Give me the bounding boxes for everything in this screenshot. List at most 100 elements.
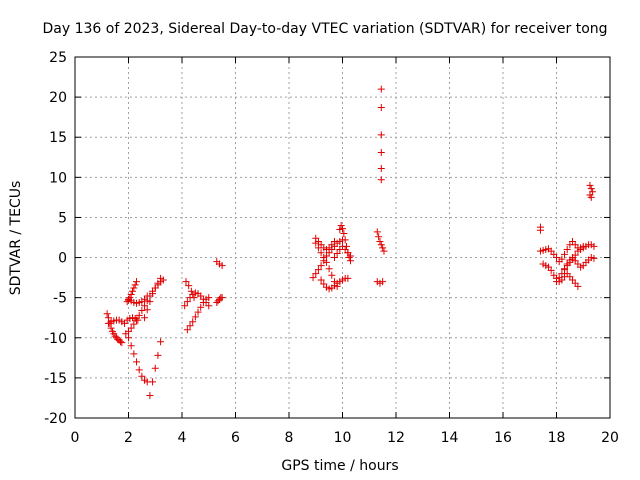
data-point: [380, 247, 388, 255]
data-point: [182, 278, 190, 286]
x-axis-label: GPS time / hours: [281, 458, 398, 474]
plot-frame: [74, 56, 611, 419]
data-point: [133, 278, 141, 286]
data-point: [127, 342, 135, 350]
x-tick-label: 14: [441, 430, 459, 446]
data-point: [314, 266, 322, 274]
data-point: [157, 338, 165, 346]
data-point: [312, 270, 320, 278]
data-point: [205, 294, 213, 302]
data-point: [590, 254, 598, 262]
data-point: [586, 181, 594, 189]
data-point: [322, 258, 330, 266]
data-point: [149, 290, 157, 298]
data-point: [558, 255, 566, 263]
data-point: [127, 290, 135, 298]
data-point: [141, 314, 149, 322]
data-point: [536, 226, 544, 234]
data-point: [347, 252, 355, 260]
data-point: [377, 85, 385, 93]
x-tick-label: 10: [334, 430, 352, 446]
data-point: [130, 350, 138, 358]
data-point: [574, 282, 582, 290]
series-track-8: [141, 274, 165, 322]
x-tick-label: 20: [601, 430, 619, 446]
data-point: [118, 339, 126, 347]
data-point: [325, 265, 333, 273]
data-point: [103, 310, 111, 318]
data-point: [218, 262, 226, 270]
data-point: [138, 372, 146, 380]
series-track-7: [146, 338, 165, 400]
data-point: [569, 255, 577, 263]
series-track-1b: [104, 316, 128, 327]
data-point: [330, 238, 338, 246]
data-point: [345, 254, 353, 262]
data-point: [141, 302, 149, 310]
data-point: [135, 366, 143, 374]
data-point: [134, 316, 142, 324]
data-point: [377, 176, 385, 184]
data-point: [373, 228, 381, 236]
data-point: [189, 318, 197, 326]
y-tick-label: 20: [49, 90, 67, 106]
data-point: [129, 287, 137, 295]
series-track-15: [317, 274, 352, 293]
data-point: [377, 165, 385, 173]
data-point: [190, 294, 198, 302]
data-point: [183, 326, 191, 334]
series-track-10: [181, 289, 213, 310]
data-point: [149, 378, 157, 386]
series-track-12: [213, 258, 226, 306]
data-point: [143, 306, 151, 314]
series-track-16: [312, 234, 338, 254]
data-point: [157, 274, 165, 282]
x-tick-labels: 0 2 4 6 8 10 12 14 16 18 20: [71, 430, 619, 446]
series-track-1a: [103, 310, 126, 347]
data-point: [377, 148, 385, 156]
data-point: [377, 131, 385, 139]
series-track-19: [373, 228, 388, 287]
data-point: [183, 298, 191, 306]
data-point: [317, 276, 325, 284]
data-point: [547, 266, 555, 274]
x-tick-label: 16: [494, 430, 512, 446]
data-point: [337, 221, 345, 229]
series-track-17: [336, 221, 355, 265]
y-tick-label: -10: [44, 331, 67, 347]
data-point: [154, 279, 162, 287]
data-point: [333, 250, 341, 258]
data-point: [186, 322, 194, 330]
series-track-5: [123, 314, 142, 324]
data-point: [218, 294, 226, 302]
series-track-18: [330, 242, 355, 262]
data-point: [185, 282, 193, 290]
data-point: [130, 320, 138, 328]
y-tick-labels: -20 -15 -10 -5 0 5 10 15 20 25: [44, 50, 67, 427]
data-point: [339, 225, 346, 233]
y-tick-label: -5: [53, 291, 67, 307]
series-track-21: [536, 223, 544, 234]
data-point: [344, 274, 352, 282]
y-tick-label: 15: [49, 130, 67, 146]
data-point: [553, 278, 560, 286]
x-tick-label: 0: [71, 430, 80, 446]
series-track-11: [182, 278, 198, 302]
data-point: [587, 193, 595, 201]
data-point: [379, 278, 387, 286]
series-track-6: [125, 334, 151, 386]
y-tick-label: -20: [44, 411, 67, 427]
data-point: [197, 303, 205, 311]
data-point: [379, 244, 387, 252]
data-point: [126, 294, 134, 302]
data-point: [341, 236, 349, 244]
y-tick-label: 10: [49, 170, 67, 186]
data-point: [558, 270, 566, 278]
y-tick-label: 5: [58, 210, 67, 226]
data-point: [146, 298, 154, 306]
data-point: [563, 246, 571, 254]
series-track-23: [539, 260, 582, 290]
data-point: [107, 324, 115, 332]
data-point: [181, 302, 189, 310]
